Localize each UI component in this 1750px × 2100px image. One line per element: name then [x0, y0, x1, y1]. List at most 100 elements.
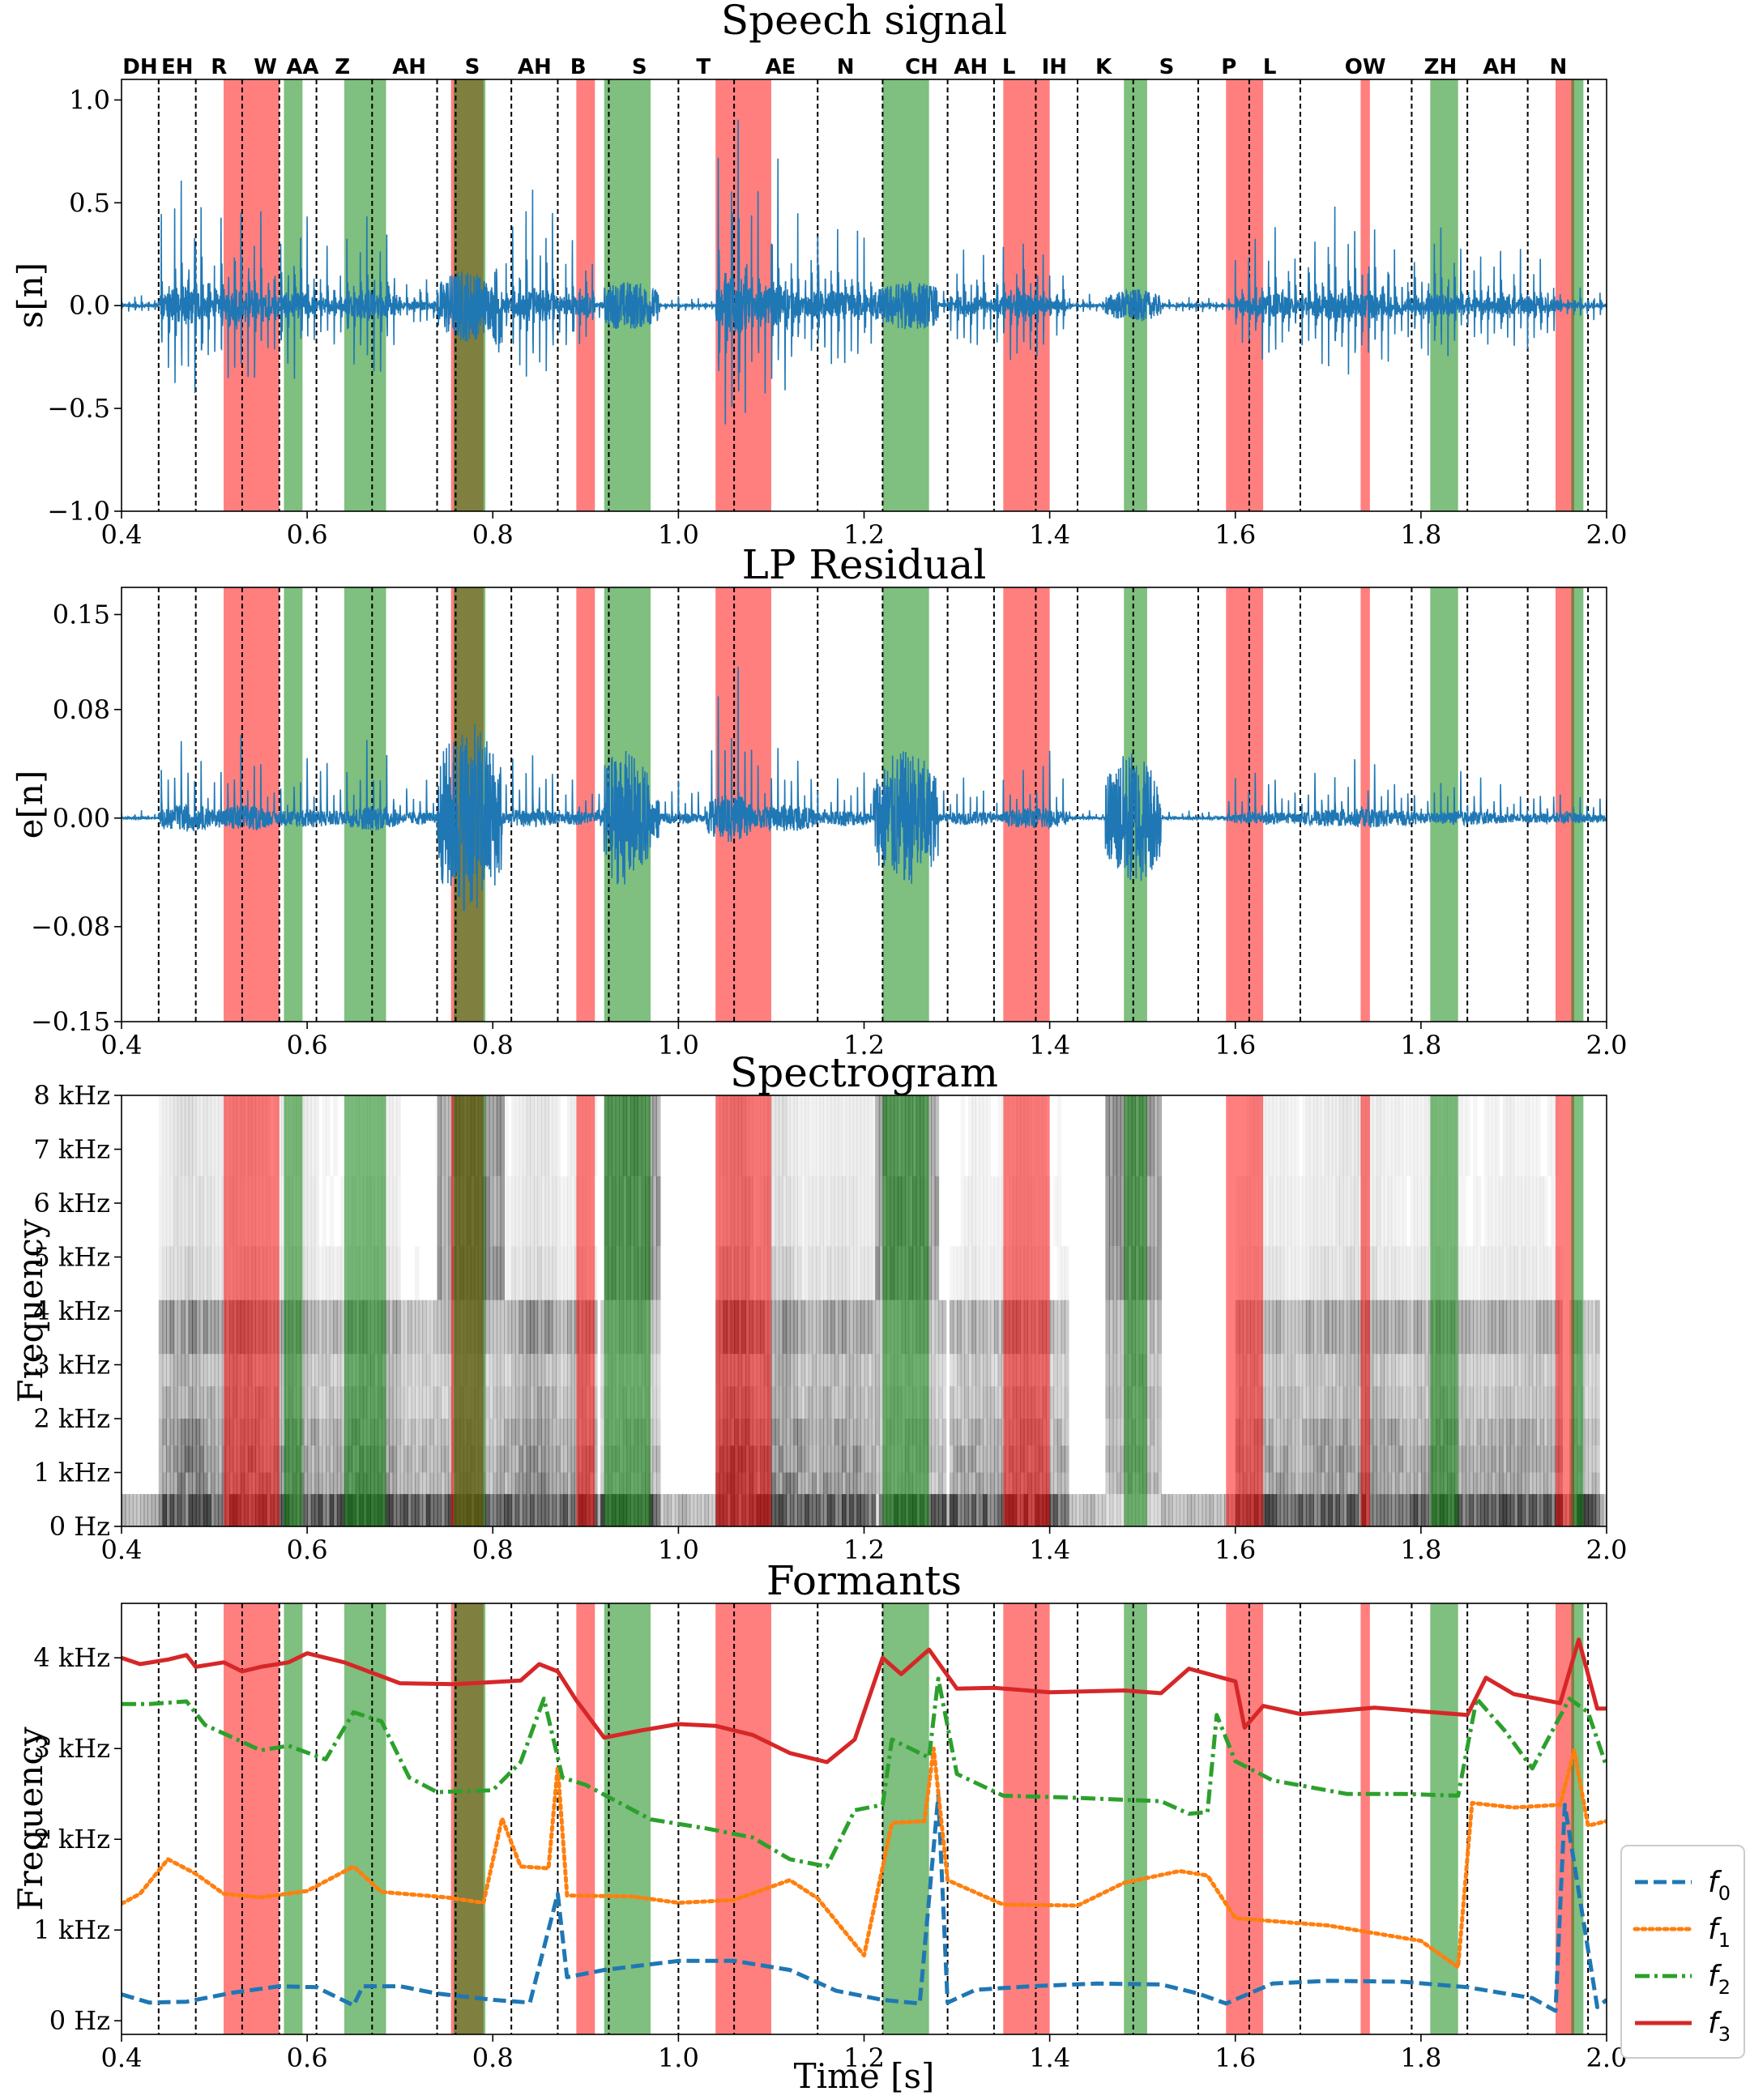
spectrogram-cell — [507, 1246, 513, 1300]
spectrogram-cell — [318, 1445, 323, 1473]
spectrogram-cell — [1279, 1095, 1285, 1176]
spectrogram-cell — [1354, 1354, 1359, 1387]
spectrogram-cell — [789, 1095, 795, 1176]
spectrogram-cell — [415, 1472, 420, 1495]
x-tick-label: 1.8 — [1400, 1534, 1441, 1565]
spectrogram-cell — [945, 1494, 950, 1526]
spectrogram-cell — [437, 1419, 442, 1446]
spectrogram-cell — [500, 1386, 505, 1419]
phoneme-label: T — [696, 55, 711, 79]
spectrogram-cell — [1513, 1494, 1519, 1526]
spectrogram-cell — [526, 1300, 531, 1355]
spectrogram-cell — [864, 1246, 869, 1300]
spectrogram-cell — [1268, 1386, 1274, 1419]
spectrogram-cell — [1272, 1300, 1278, 1355]
spectrogram-cell — [971, 1445, 976, 1473]
spectrogram-cell — [444, 1095, 450, 1176]
spectrogram-cell — [1506, 1445, 1511, 1473]
spectrogram-cell — [1302, 1246, 1307, 1300]
spectrogram-cell — [1528, 1354, 1534, 1387]
spectrogram-cell — [1528, 1176, 1534, 1247]
spectrogram-cell — [1535, 1386, 1541, 1419]
spectrogram-cell — [1532, 1246, 1537, 1300]
spectrogram-cell — [934, 1095, 940, 1176]
spectrogram-cell — [1202, 1494, 1207, 1526]
spectrogram-cell — [199, 1176, 204, 1247]
spectrogram-cell — [314, 1386, 319, 1419]
spectrogram-cell — [1368, 1494, 1374, 1526]
spectrogram-cell — [530, 1176, 535, 1247]
spectrogram-cell — [425, 1419, 431, 1446]
spectrogram-cell — [1491, 1354, 1496, 1387]
spectrogram-cell — [303, 1354, 309, 1387]
spectrogram-cell — [322, 1472, 327, 1495]
spectrogram-cell — [485, 1494, 490, 1526]
spectrogram-cell — [986, 1494, 992, 1526]
spectrogram-cell — [437, 1176, 442, 1247]
spectrogram-cell — [1539, 1386, 1545, 1419]
spectrogram-cell — [1312, 1354, 1318, 1387]
spectrogram-cell — [418, 1445, 424, 1473]
spectrogram-cell — [1328, 1095, 1333, 1176]
spectrogram-cell — [1268, 1246, 1274, 1300]
spectrogram-cell — [1061, 1445, 1065, 1473]
spectrogram-cell — [812, 1472, 817, 1495]
y-tick-label: −1.0 — [47, 496, 110, 527]
spectrogram-cell — [1424, 1354, 1430, 1387]
spectrogram-cell — [1283, 1494, 1288, 1526]
spectrogram-cell — [511, 1246, 516, 1300]
spectrogram-cell — [1295, 1354, 1300, 1387]
spectrogram-cell — [793, 1354, 799, 1387]
spectrogram-cell — [177, 1419, 182, 1446]
spectrogram-cell — [1384, 1386, 1389, 1419]
x-tick-label: 0.8 — [472, 519, 514, 550]
spectrogram-cell — [303, 1386, 309, 1419]
spectrogram-cell — [834, 1354, 839, 1387]
spectrogram-cell — [871, 1300, 877, 1355]
spectrogram-cell — [964, 1354, 969, 1387]
spectrogram-cell — [392, 1419, 398, 1446]
spectrogram-cell — [868, 1494, 873, 1526]
spectrogram-cell — [326, 1095, 331, 1176]
spectrogram-cell — [1265, 1354, 1270, 1387]
spectrogram-cell — [207, 1419, 211, 1446]
spectrogram-cell — [1424, 1176, 1430, 1247]
spectrogram-cell — [493, 1419, 497, 1446]
spectrogram-cell — [396, 1445, 401, 1473]
spectrogram-cell — [1105, 1300, 1110, 1355]
spectrogram-cell — [979, 1095, 984, 1176]
spectrogram-cell — [927, 1095, 932, 1176]
spectrogram-cell — [1495, 1354, 1500, 1387]
spectrogram-cell — [864, 1494, 869, 1526]
spectrogram-cell — [511, 1419, 516, 1446]
spectrogram-cell — [188, 1386, 194, 1419]
spectrogram-cell — [1146, 1494, 1151, 1526]
spectrogram-cell — [1331, 1300, 1337, 1355]
spectrogram-cell — [1424, 1386, 1430, 1419]
spectrogram-cell — [852, 1095, 858, 1176]
spectrogram-cell — [652, 1300, 657, 1355]
spectrogram-cell — [838, 1246, 843, 1300]
spectrogram-cell — [318, 1354, 323, 1387]
spectrogram-cell — [1394, 1246, 1400, 1300]
spectrogram-cell — [1291, 1494, 1296, 1526]
spectrogram-cell — [967, 1176, 973, 1247]
spectrogram-cell — [522, 1176, 527, 1247]
green-highlight-span — [454, 1095, 486, 1526]
spectrogram-cell — [1305, 1176, 1311, 1247]
legend-label-f3: f3 — [1708, 2007, 1731, 2046]
spectrogram-cell — [1491, 1300, 1496, 1355]
spectrogram-cell — [842, 1386, 847, 1419]
spectrogram-cell — [411, 1386, 416, 1419]
phoneme-label: N — [837, 55, 855, 79]
spectrogram-cell — [930, 1419, 936, 1446]
spectrogram-cell — [1291, 1300, 1296, 1355]
spectrogram-cell — [1120, 1095, 1125, 1176]
spectrogram-cell — [1276, 1494, 1281, 1526]
spectrogram-cell — [1402, 1354, 1407, 1387]
spectrogram-cell — [396, 1419, 401, 1446]
phoneme-label: S — [1159, 55, 1175, 79]
spectrogram-cell — [1513, 1354, 1519, 1387]
spectrogram-cell — [1473, 1445, 1478, 1473]
spectrogram-cell — [333, 1246, 338, 1300]
